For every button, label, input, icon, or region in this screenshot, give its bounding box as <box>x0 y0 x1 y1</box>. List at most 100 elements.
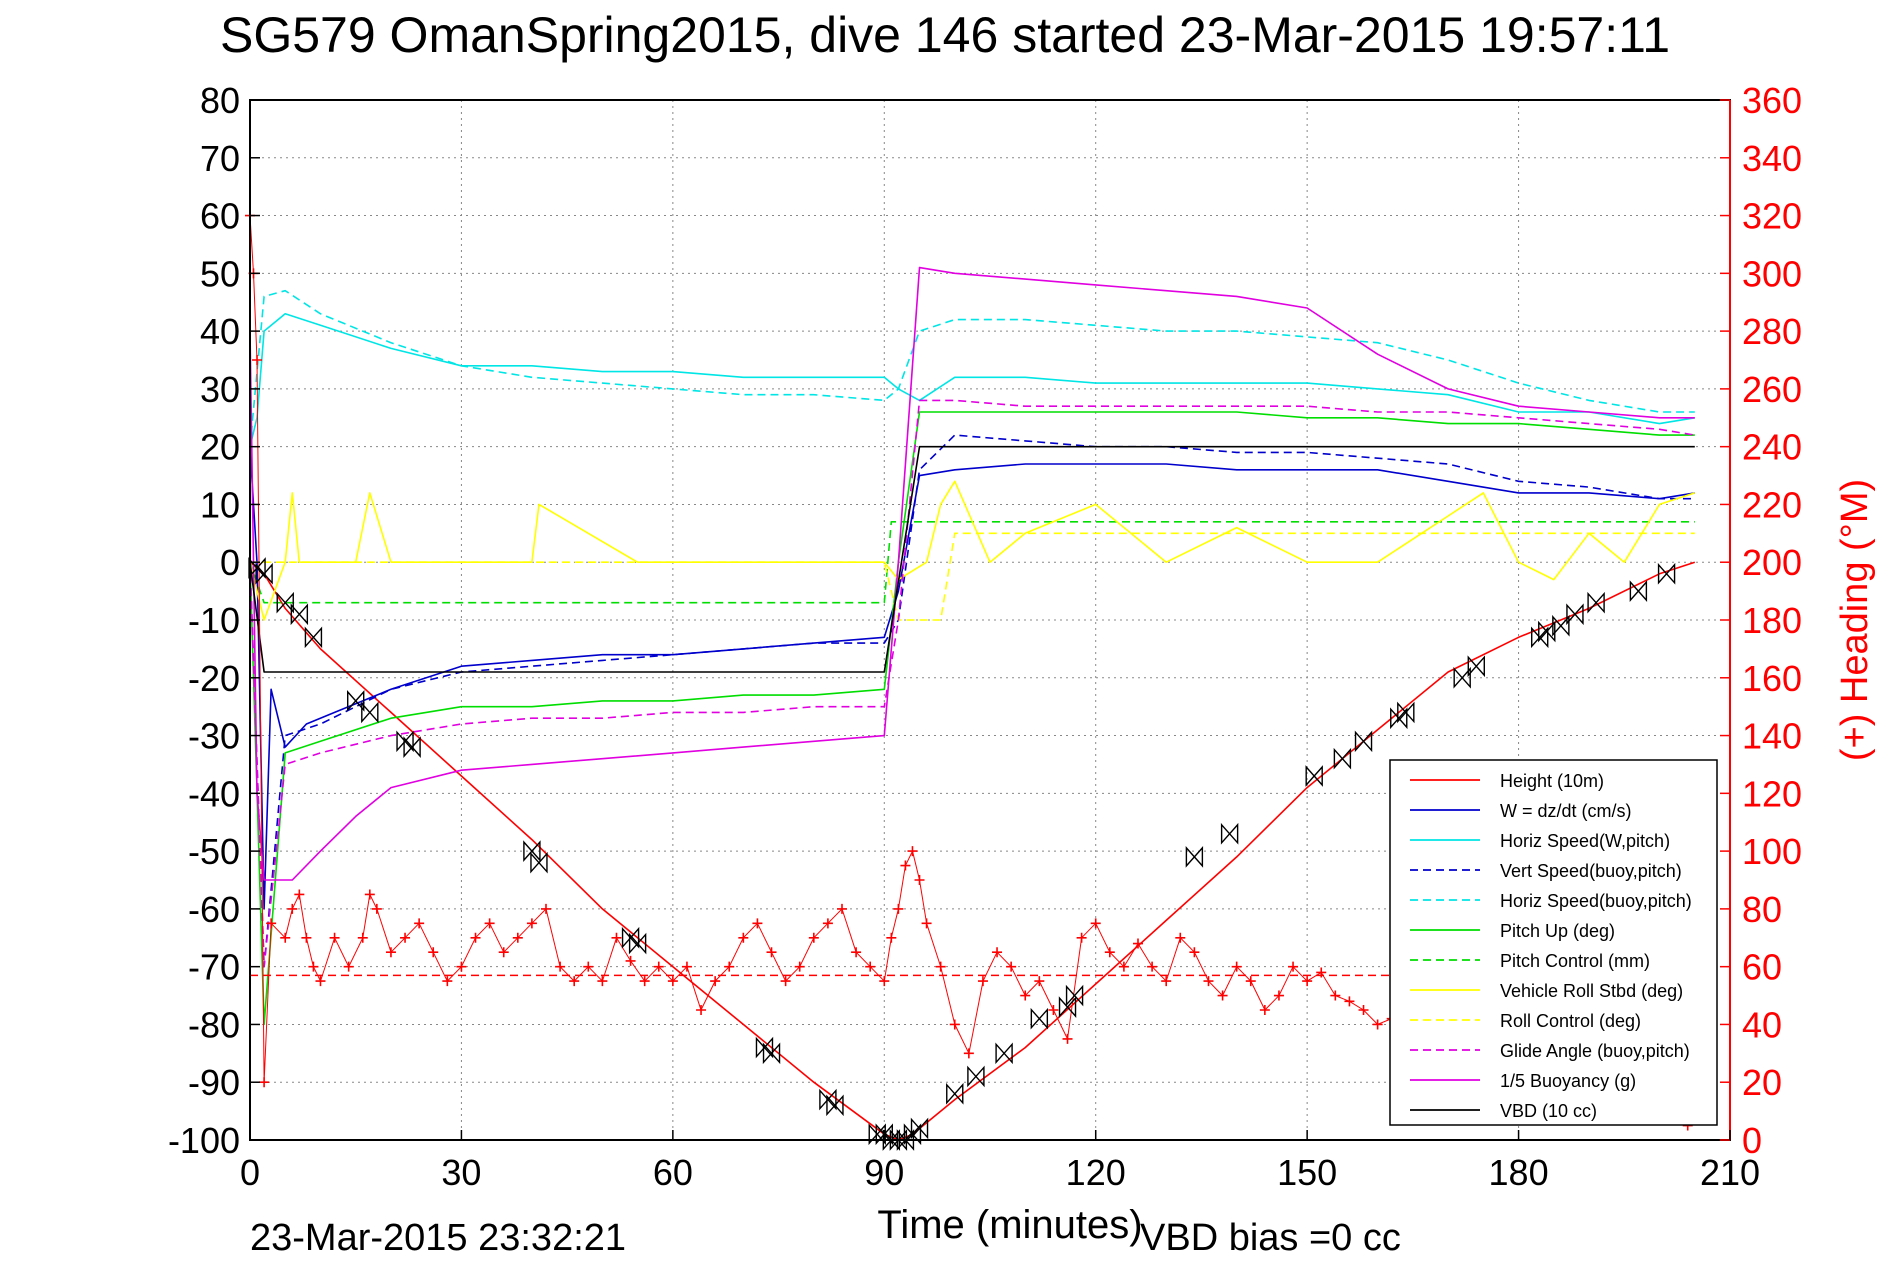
heading-point <box>301 932 312 943</box>
x-axis: 0 30 60 90 120 150 180 210 <box>240 1130 1760 1193</box>
heading-point <box>470 932 481 943</box>
heading-point <box>357 932 368 943</box>
heading-point <box>914 875 925 885</box>
heading-point <box>484 918 495 929</box>
right-tick-label: 40 <box>1742 1004 1782 1045</box>
height-marker <box>826 1094 844 1117</box>
right-tick-label: 320 <box>1742 196 1802 237</box>
heading-point <box>1203 976 1214 987</box>
heading-point <box>935 961 946 972</box>
left-tick-label: 60 <box>200 196 240 237</box>
height-marker <box>403 736 421 758</box>
heading-point <box>724 961 735 972</box>
heading-point <box>1372 1019 1383 1030</box>
heading-point <box>1273 990 1284 1001</box>
heading-point <box>371 903 382 914</box>
heading-point <box>710 976 721 987</box>
heading-point <box>1034 976 1045 987</box>
right-tick-label: 220 <box>1742 484 1802 525</box>
height-marker <box>875 1123 893 1146</box>
heading-point <box>639 976 650 987</box>
height-marker <box>347 690 365 712</box>
right-tick-label: 140 <box>1742 716 1802 757</box>
series-line <box>249 411 1695 1026</box>
left-tick-label: -10 <box>188 600 240 641</box>
heading-point <box>1175 932 1186 943</box>
heading-point <box>1330 990 1341 1001</box>
series-line <box>249 266 1695 881</box>
height-marker <box>903 1123 922 1146</box>
heading-point <box>385 947 396 958</box>
left-axis: 80 70 60 50 40 30 20 10 0 -10 -20 -30 -40 -50 -60 -70 -8… <box>168 80 260 1161</box>
height-marker <box>1566 603 1584 626</box>
height-marker <box>396 730 414 753</box>
right-tick-label: 20 <box>1742 1062 1782 1103</box>
heading-point <box>893 903 904 914</box>
left-tick-label: -30 <box>188 716 240 757</box>
legend-label: Vehicle Roll Stbd (deg) <box>1500 981 1683 1001</box>
right-tick-label: 120 <box>1742 773 1802 814</box>
heading-point <box>851 947 862 958</box>
heading-point <box>414 918 425 929</box>
series-layer <box>249 266 1696 1141</box>
height-marker <box>995 1042 1013 1065</box>
heading-point <box>428 947 439 958</box>
x-axis-label: Time (minutes) <box>877 1203 1142 1247</box>
left-tick-label: -70 <box>188 947 240 988</box>
height-marker <box>889 1129 908 1151</box>
heading-point <box>597 976 608 987</box>
heading-point <box>315 976 326 987</box>
height-marker <box>755 1036 774 1059</box>
heading-point <box>555 961 566 972</box>
series-line <box>249 480 1696 621</box>
heading-point <box>1133 938 1143 949</box>
legend: Height (10m) W = dz/dt (cm/s) Horiz Speed(… <box>1389 759 1718 1126</box>
height-marker <box>896 1129 915 1151</box>
right-axis: 3603403203002802602402202001801601401201… <box>1720 80 1802 1161</box>
height-marker <box>946 1082 964 1105</box>
right-tick-label: 360 <box>1742 80 1802 121</box>
heading-point <box>442 976 453 987</box>
legend-label: Vert Speed(buoy,pitch) <box>1500 861 1682 881</box>
heading-point <box>512 932 523 943</box>
heading-point <box>1302 976 1313 987</box>
legend-label: W = dz/dt (cm/s) <box>1500 801 1632 821</box>
left-tick-label: -60 <box>188 889 240 930</box>
heading-point <box>400 932 411 943</box>
height-marker <box>1065 984 1084 1007</box>
heading-point <box>625 955 636 966</box>
legend-box <box>1389 759 1718 1126</box>
heading-point <box>1161 976 1172 987</box>
right-tick-label: 100 <box>1742 831 1802 872</box>
heading-point <box>1358 1005 1369 1015</box>
height-marker <box>1390 707 1408 730</box>
left-tick-label: 30 <box>200 369 240 410</box>
x-tick-label: 0 <box>240 1152 260 1193</box>
height-marker <box>868 1123 886 1146</box>
heading-point <box>822 918 833 929</box>
heading-point <box>886 932 897 943</box>
heading-point <box>963 1048 974 1059</box>
right-axis-label: (+) Heading (°M) <box>1834 479 1876 761</box>
x-tick-label: 150 <box>1277 1152 1337 1193</box>
heading-point <box>992 947 1003 958</box>
x-tick-label: 30 <box>441 1152 481 1193</box>
series-line <box>249 561 1696 1141</box>
left-tick-label: -40 <box>188 773 240 814</box>
heading-point <box>541 903 551 914</box>
height-marker <box>1538 620 1556 643</box>
left-tick-label: 10 <box>200 484 240 525</box>
heading-point <box>1006 961 1017 972</box>
heading-point <box>266 918 277 929</box>
heading-point <box>837 903 847 914</box>
heading-point <box>752 918 763 929</box>
heading-point <box>1104 947 1115 958</box>
x-tick-label: 210 <box>1700 1152 1760 1193</box>
x-tick-label: 60 <box>653 1152 693 1193</box>
heading-point <box>1288 961 1299 972</box>
left-tick-label: 20 <box>200 427 240 468</box>
left-tick-label: -80 <box>188 1004 240 1045</box>
right-tick-label: 340 <box>1742 138 1802 179</box>
height-marker <box>1220 822 1239 845</box>
height-marker <box>1030 1007 1049 1030</box>
